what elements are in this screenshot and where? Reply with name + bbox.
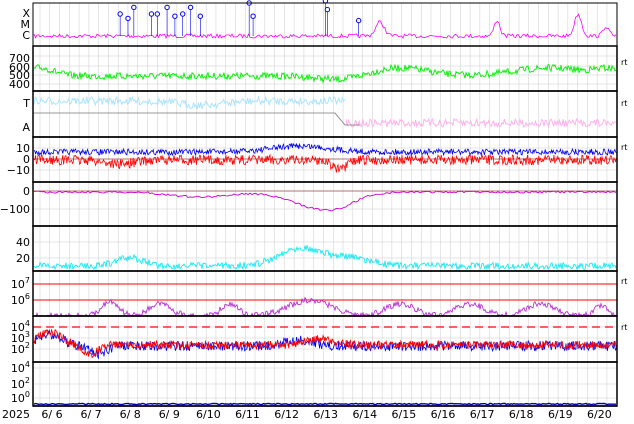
dst-line — [33, 190, 617, 212]
ae-line — [33, 245, 617, 271]
y-tick-label: 10 — [16, 142, 30, 155]
x-tick-label: 6/20 — [587, 408, 612, 421]
x-tick-label: 6/12 — [274, 408, 299, 421]
axis-labels: XMC700600500400TA100−100−100402010710610… — [0, 7, 627, 421]
y-tick-label: −100 — [0, 203, 30, 216]
y-tick-label: 0 — [23, 185, 30, 198]
flare-marker — [355, 17, 362, 24]
flare-marker — [125, 15, 131, 22]
sector-toward-line — [33, 95, 346, 110]
y-tick-label: C — [22, 29, 30, 42]
y-tick-label: T — [22, 97, 30, 110]
x-tick-label: 6/17 — [470, 408, 495, 421]
xray-flux-line — [33, 13, 617, 39]
y-tick-label: 500 — [9, 69, 30, 82]
solar-wind-line — [33, 63, 617, 84]
y-tick-label: 40 — [16, 236, 30, 249]
y-tick-label: 104 — [11, 360, 30, 375]
panel-frames — [32, 2, 618, 407]
right-edge-label: rt — [621, 277, 627, 286]
flare-marker — [117, 11, 123, 17]
y-tick-label: 400 — [9, 78, 30, 91]
x-tick-label: 6/ 8 — [120, 408, 141, 421]
x-tick-label: 6/18 — [509, 408, 534, 421]
x-tick-label: 6/ 7 — [80, 408, 101, 421]
panel-frame — [32, 90, 618, 138]
proton-high-line — [33, 328, 617, 359]
flare-marker — [164, 4, 170, 11]
flare-marker — [131, 4, 137, 11]
flare-marker — [187, 4, 194, 11]
flare-marker — [197, 13, 204, 19]
y-tick-label: A — [22, 121, 30, 134]
bottom-flux-line — [33, 402, 617, 406]
x-tick-label: 6/ 9 — [159, 408, 180, 421]
y-tick-label: 600 — [9, 61, 30, 74]
flare-marker — [180, 11, 186, 17]
x-tick-label: 6/ 6 — [41, 408, 62, 421]
y-tick-label: 106 — [11, 292, 30, 307]
panel-frame — [32, 225, 618, 272]
y-tick-label: 102 — [11, 376, 30, 391]
right-edge-label: rt — [621, 99, 627, 108]
right-edge-label: rt — [621, 143, 627, 152]
panel-frame — [32, 181, 618, 227]
bz-line — [33, 153, 617, 173]
y-tick-label: 100 — [11, 390, 30, 405]
data-series — [33, 0, 617, 406]
x-tick-label: 6/15 — [392, 408, 417, 421]
flare-marker — [154, 11, 161, 17]
y-tick-label: 0 — [23, 153, 30, 166]
y-tick-label: 20 — [16, 252, 30, 265]
flare-marker — [172, 13, 178, 19]
x-tick-label: 6/19 — [548, 408, 573, 421]
x-tick-label: 6/16 — [431, 408, 456, 421]
y-tick-label: M — [21, 18, 31, 31]
x-tick-label: 6/11 — [235, 408, 260, 421]
sector-trend-line — [33, 112, 360, 126]
x-axis-year: 2025 — [2, 408, 30, 421]
right-edge-label: rt — [621, 323, 627, 332]
y-tick-label: 107 — [11, 276, 30, 291]
y-tick-label: X — [22, 7, 30, 20]
y-tick-label: −10 — [7, 164, 30, 177]
flare-marker — [324, 6, 331, 13]
sector-away-line — [345, 117, 616, 129]
flare-marker — [250, 13, 256, 19]
x-tick-label: 6/13 — [313, 408, 338, 421]
y-tick-label: 700 — [9, 52, 30, 65]
x-tick-label: 6/14 — [352, 408, 377, 421]
bt-line — [34, 142, 617, 157]
right-edge-label: rt — [621, 58, 627, 67]
flare-marker — [148, 11, 155, 17]
y-tick-label: 102 — [11, 341, 30, 356]
x-tick-label: 6/10 — [196, 408, 221, 421]
